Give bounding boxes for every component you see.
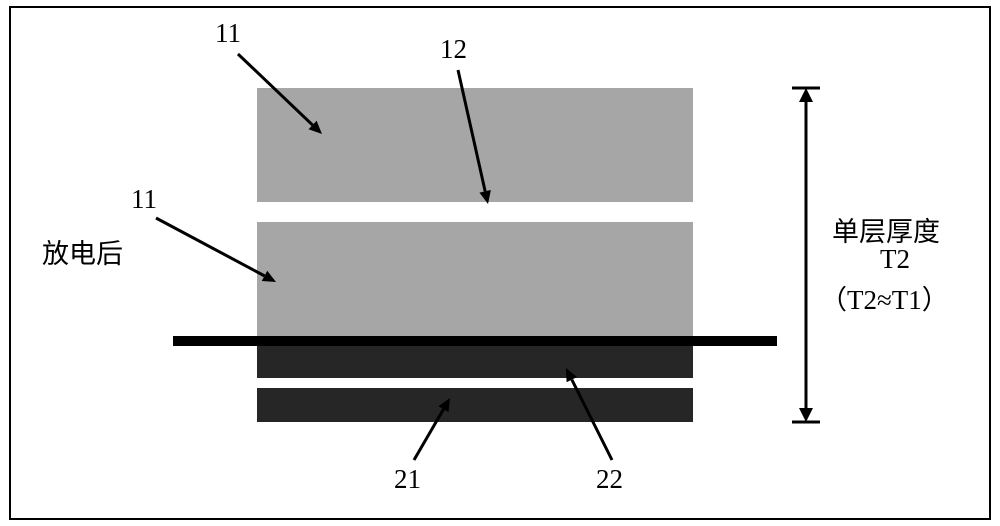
callout-label-21: 21 xyxy=(394,464,421,495)
callout-arrows xyxy=(0,0,1000,526)
label-thickness-line3: （T2≈T1） xyxy=(820,278,949,317)
callout-label-12: 12 xyxy=(440,34,467,65)
diagram-canvas: 放电后 单层厚度 T2 （T2≈T1） 11 12 11 21 22 xyxy=(0,0,1000,526)
label-left-state: 放电后 xyxy=(42,232,123,271)
callout-label-11b: 11 xyxy=(131,184,157,215)
callout-label-22: 22 xyxy=(596,464,623,495)
callout-label-11a: 11 xyxy=(215,18,241,49)
label-thickness-line2: T2 xyxy=(880,244,910,275)
